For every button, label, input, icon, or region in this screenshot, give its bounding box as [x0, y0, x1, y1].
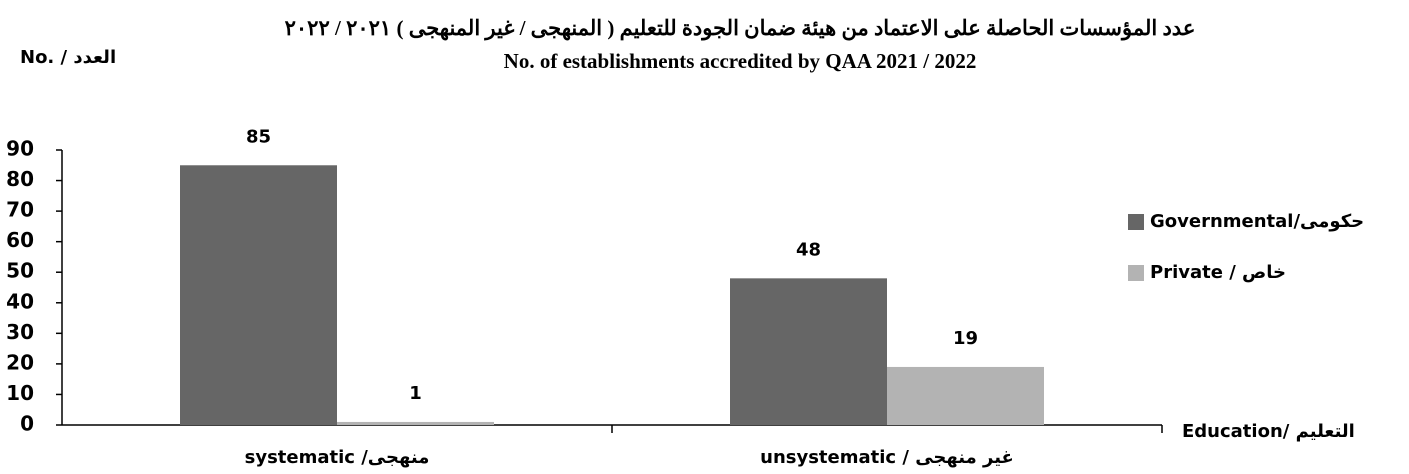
- y-axis-label: No. / العدد: [20, 47, 116, 68]
- data-label: 85: [246, 126, 271, 147]
- chart-subtitle: No. of establishments accredited by QAA …: [504, 49, 977, 73]
- y-tick-label: 40: [6, 289, 34, 313]
- data-label: 48: [796, 239, 821, 260]
- data-label: 19: [953, 328, 978, 349]
- bar: [887, 366, 1044, 425]
- x-axis-label: Education/ التعليم: [1182, 421, 1355, 442]
- legend-label: Private / خاص: [1150, 262, 1286, 283]
- y-tick-label: 90: [6, 137, 34, 161]
- y-tick-label: 70: [6, 198, 34, 222]
- legend-label: Governmental/حكومى: [1150, 211, 1364, 232]
- x-tick-label: systematic /منهجى: [245, 447, 430, 468]
- y-tick-label: 20: [6, 350, 34, 374]
- bar: [337, 421, 494, 425]
- data-label: 1: [409, 383, 422, 404]
- y-tick-label: 50: [6, 259, 34, 283]
- y-tick-label: 0: [20, 412, 34, 436]
- legend-swatch: [1128, 214, 1144, 230]
- x-tick-label: unsystematic / غير منهجى: [760, 447, 1014, 468]
- bar: [180, 165, 337, 425]
- y-tick-label: 80: [6, 167, 34, 191]
- legend-swatch: [1128, 265, 1144, 281]
- y-tick-label: 60: [6, 228, 34, 252]
- chart-title: عدد المؤسسات الحاصلة على الاعتماد من هيئ…: [285, 16, 1196, 41]
- y-tick-label: 10: [6, 381, 34, 405]
- y-tick-label: 30: [6, 320, 34, 344]
- bar: [730, 278, 887, 425]
